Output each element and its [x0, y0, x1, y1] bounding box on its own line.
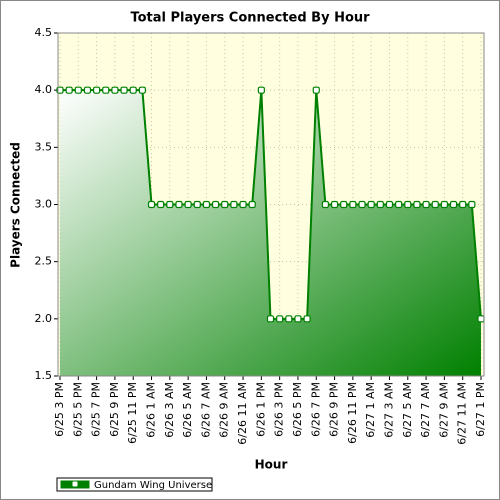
point-marker [111, 86, 119, 94]
point-marker [102, 86, 110, 94]
point-marker [230, 200, 238, 209]
point-marker [440, 200, 448, 209]
point-marker [65, 86, 73, 94]
point-marker [129, 86, 137, 94]
point-marker [193, 200, 201, 209]
point-marker [276, 315, 284, 323]
area-fill [60, 90, 481, 377]
x-tick-label: 6/25 9 PM [108, 382, 121, 437]
point-marker [321, 200, 330, 209]
x-tick-label: 6/25 7 PM [90, 382, 103, 437]
x-tick-label: 6/26 3 AM [163, 382, 176, 438]
point-marker [138, 86, 146, 94]
point-marker [83, 86, 92, 94]
point-marker [285, 315, 293, 323]
x-tick-label: 6/27 7 AM [419, 382, 432, 438]
x-tick-label: 6/25 3 PM [53, 382, 66, 437]
point-marker [376, 200, 384, 209]
point-marker [147, 200, 156, 209]
legend-box [56, 477, 213, 492]
point-marker [349, 200, 357, 209]
chart-title: Total Players Connected By Hour [130, 11, 370, 26]
point-marker [312, 86, 320, 94]
legend: Gundam Wing Universe [56, 477, 213, 492]
point-marker [477, 315, 485, 323]
x-tick-label: 6/26 11 AM [236, 382, 249, 445]
x-tick-label: 6/26 5 AM [181, 382, 194, 438]
point-marker [468, 200, 476, 209]
x-tick-label: 6/27 3 AM [382, 382, 395, 438]
x-tick-label: 6/26 1 AM [145, 382, 158, 438]
x-tick-label: 6/26 9 AM [218, 382, 231, 438]
point-marker [184, 200, 192, 209]
x-tick-label: 6/27 11 AM [456, 382, 469, 445]
legend-marker [71, 480, 79, 488]
point-marker [449, 200, 458, 209]
point-marker [303, 315, 311, 323]
point-marker [93, 86, 101, 94]
x-tick-label: 6/25 11 PM [126, 382, 139, 444]
point-marker [266, 315, 275, 323]
plot-frame [57, 32, 485, 377]
y-tick-label: 3.0 [35, 198, 53, 211]
point-marker [413, 200, 421, 209]
point-marker [202, 200, 211, 209]
point-marker [248, 200, 256, 209]
x-tick-label: 6/26 3 PM [273, 382, 286, 437]
point-marker [330, 200, 339, 209]
point-marker [74, 86, 82, 94]
point-marker [211, 200, 220, 209]
x-tick-label: 6/26 11 PM [346, 382, 359, 444]
x-tick-label: 6/26 7 AM [199, 382, 212, 438]
x-tick-label: 6/25 5 PM [71, 382, 84, 437]
y-tick-label: 2.5 [35, 255, 53, 268]
x-tick-label: 6/26 1 PM [254, 382, 267, 437]
x-tick-label: 6/26 9 PM [328, 382, 341, 437]
point-marker [358, 200, 366, 209]
point-marker [340, 200, 348, 209]
point-marker [257, 86, 265, 94]
point-marker [367, 200, 375, 209]
point-marker [239, 200, 247, 209]
x-tick-label: 6/27 1 AM [364, 382, 377, 438]
point-marker [175, 200, 183, 209]
point-marker [294, 315, 302, 323]
x-tick-label: 6/26 5 PM [291, 382, 304, 437]
point-marker [120, 86, 128, 94]
point-marker [395, 200, 403, 209]
x-tick-label: 6/27 1 PM [474, 382, 487, 437]
x-tick-label: 6/26 7 PM [309, 382, 322, 437]
point-marker [404, 200, 412, 209]
point-marker [385, 200, 394, 209]
x-axis-title: Hour [255, 458, 288, 472]
point-marker [422, 200, 430, 209]
point-marker [157, 200, 165, 209]
y-tick-label: 3.5 [35, 140, 53, 153]
y-axis-title: Players Connected [9, 142, 23, 268]
y-tick-label: 4.0 [35, 83, 53, 96]
point-marker [459, 200, 467, 209]
point-marker [431, 200, 439, 209]
point-marker [221, 200, 229, 209]
y-tick-label: 4.5 [35, 26, 53, 39]
y-tick-label: 2.0 [35, 312, 53, 325]
point-marker [166, 200, 174, 209]
legend-label: Gundam Wing Universe [94, 480, 212, 491]
x-tick-label: 6/27 9 AM [437, 382, 450, 438]
y-tick-label: 1.5 [35, 369, 53, 382]
x-tick-label: 6/27 5 AM [401, 382, 414, 438]
